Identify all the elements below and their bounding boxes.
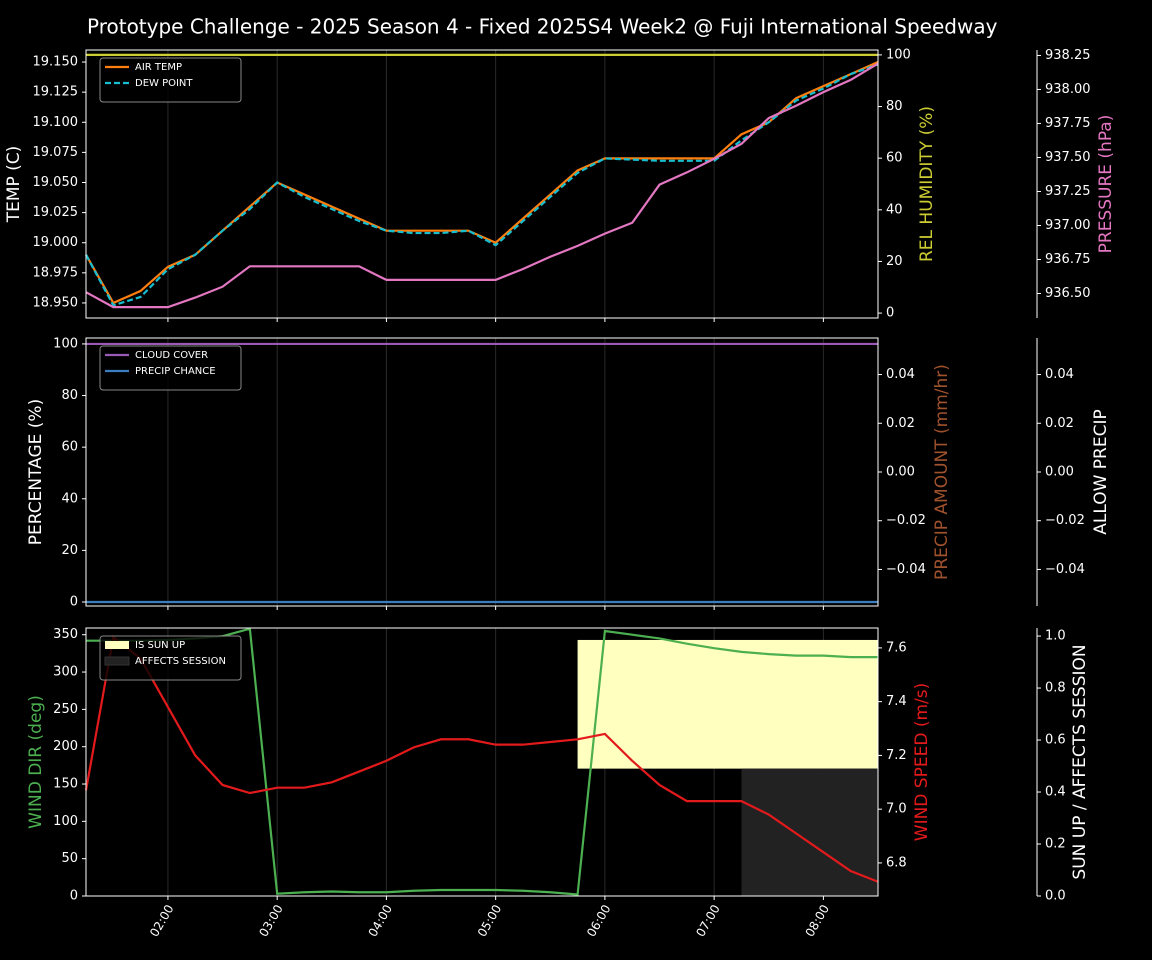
y-axis-label: TEMP (C): [4, 146, 24, 224]
y2-tick-label: −0.04: [886, 562, 926, 577]
y3-tick-label: 0.02: [1045, 416, 1074, 431]
y2-tick-label: −0.02: [886, 513, 926, 528]
legend-swatch: [104, 656, 130, 666]
y3-tick-label: 937.75: [1045, 116, 1091, 131]
y2-tick-label: 0.00: [886, 465, 915, 480]
y-tick-label: 100: [53, 336, 78, 351]
y2-axis-label: WIND SPEED (m/s): [912, 683, 932, 841]
legend-box: [99, 345, 242, 391]
y-tick-label: 80: [61, 388, 78, 403]
y-tick-label: 19.025: [33, 205, 79, 220]
legend-label: DEW POINT: [135, 78, 193, 89]
y-tick-label: 19.075: [33, 145, 79, 160]
y-tick-label: 100: [53, 814, 78, 829]
y3-tick-label: 938.25: [1045, 48, 1091, 63]
y3-axis-label: PRESSURE (hPa): [1096, 115, 1116, 254]
y-tick-label: 19.000: [33, 235, 79, 250]
band: [741, 768, 878, 896]
y3-tick-label: 0.00: [1045, 465, 1074, 480]
series-line: [84, 635, 879, 883]
y-tick-label: 300: [53, 665, 78, 680]
y3-tick-label: 937.25: [1045, 184, 1091, 199]
legend-label: CLOUD COVER: [135, 350, 208, 361]
y3-tick-label: 0.04: [1045, 367, 1074, 382]
y-tick-label: 19.125: [33, 85, 79, 100]
series-line: [85, 63, 879, 307]
y3-tick-label: 937.50: [1045, 150, 1091, 165]
legend-label: AFFECTS SESSION: [135, 656, 226, 667]
y2-tick-label: 6.8: [886, 855, 907, 870]
y2-tick-label: 80: [886, 99, 903, 114]
y2-tick-label: 20: [886, 254, 903, 269]
y-tick-label: 200: [53, 739, 78, 754]
y-tick-label: 19.100: [33, 115, 79, 130]
y2-axis-label: REL HUMIDITY (%): [917, 106, 937, 262]
y2-tick-label: 0.04: [886, 367, 915, 382]
y3-tick-label: 0.0: [1045, 889, 1066, 904]
y3-axis-label: SUN UP / AFFECTS SESSION: [1070, 644, 1090, 879]
y2-tick-label: 0: [886, 306, 894, 321]
y-tick-label: 350: [53, 627, 78, 642]
y-tick-label: 20: [61, 543, 78, 558]
y3-tick-label: 0.2: [1045, 837, 1066, 852]
y3-tick-label: 936.75: [1045, 252, 1091, 267]
y-tick-label: 0: [70, 889, 78, 904]
chart-title: Prototype Challenge - 2025 Season 4 - Fi…: [87, 15, 998, 39]
legend-label: IS SUN UP: [135, 640, 185, 651]
y3-tick-label: 0.6: [1045, 733, 1066, 748]
y2-tick-label: 7.4: [886, 694, 907, 709]
y2-tick-label: 7.0: [886, 802, 907, 817]
y2-tick-label: 40: [886, 202, 903, 217]
y-tick-label: 150: [53, 777, 78, 792]
y2-tick-label: 100: [886, 47, 911, 62]
y-axis-label: WIND DIR (deg): [26, 695, 46, 829]
legend-label: AIR TEMP: [135, 62, 182, 73]
y2-tick-label: 7.6: [886, 640, 907, 655]
y3-tick-label: −0.02: [1045, 513, 1085, 528]
y3-tick-label: 936.50: [1045, 286, 1091, 301]
legend-box: [99, 57, 242, 103]
y2-tick-label: 60: [886, 151, 903, 166]
series-line: [85, 62, 879, 309]
y3-tick-label: 0.8: [1045, 681, 1066, 696]
legend-swatch: [105, 641, 129, 649]
plot-frame: [85, 627, 879, 897]
band: [577, 639, 878, 769]
y-tick-label: 19.150: [33, 55, 79, 70]
y-tick-label: 250: [53, 702, 78, 717]
y-tick-label: 18.950: [33, 295, 79, 310]
y3-tick-label: −0.04: [1045, 562, 1085, 577]
y3-tick-label: 938.00: [1045, 82, 1091, 97]
y3-tick-label: 937.00: [1045, 218, 1091, 233]
y-tick-label: 18.975: [33, 265, 79, 280]
y-tick-label: 40: [61, 491, 78, 506]
y3-axis-label: ALLOW PRECIP: [1091, 409, 1111, 535]
y-tick-label: 19.050: [33, 175, 79, 190]
legend-label: PRECIP CHANCE: [135, 366, 216, 377]
y-axis-label: PERCENTAGE (%): [26, 399, 46, 545]
plot-frame: [85, 49, 879, 319]
y2-tick-label: 7.2: [886, 748, 907, 763]
legend-box: [99, 635, 242, 681]
y2-axis-label: PRECIP AMOUNT (mm/hr): [932, 364, 952, 580]
y3-tick-label: 1.0: [1045, 629, 1066, 644]
y-tick-label: 0: [70, 595, 78, 610]
y2-tick-label: 0.02: [886, 416, 915, 431]
y-tick-label: 60: [61, 440, 78, 455]
y-tick-label: 50: [61, 851, 78, 866]
y3-tick-label: 0.4: [1045, 785, 1066, 800]
